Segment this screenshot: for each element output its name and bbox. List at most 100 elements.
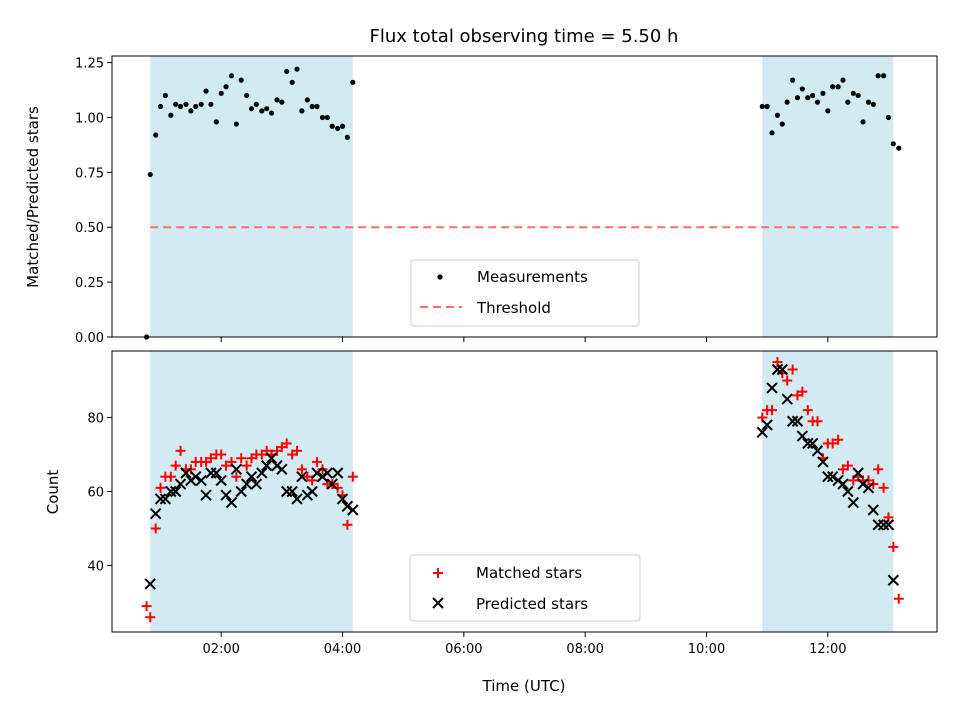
- matched-star-point: [833, 434, 844, 445]
- x-tick-label: 10:00: [688, 642, 725, 657]
- measurement-point: [218, 90, 224, 96]
- predicted-star-point: [336, 493, 349, 505]
- measurement-point: [820, 90, 826, 96]
- measurement-point: [253, 101, 259, 107]
- predicted-star-point: [296, 471, 308, 483]
- x-axis-label: Time (UTC): [482, 677, 566, 695]
- predicted-star-point: [326, 478, 338, 490]
- predicted-star-point: [791, 415, 804, 427]
- predicted-star-point: [220, 489, 232, 501]
- measurement-point: [157, 103, 164, 110]
- measurement-point: [279, 99, 285, 105]
- matched-star-point: [175, 445, 186, 456]
- measurement-point: [183, 101, 189, 107]
- measurement-point: [223, 84, 229, 90]
- measurement-point: [350, 79, 356, 85]
- measurement-point: [264, 106, 270, 112]
- measurement-point: [344, 134, 350, 140]
- predicted-star-point: [250, 478, 263, 490]
- measurement-point: [774, 112, 781, 118]
- measurement-point: [213, 119, 219, 125]
- measurement-point: [790, 77, 796, 83]
- measurement-point: [203, 88, 209, 94]
- matched-star-point: [332, 482, 343, 493]
- predicted-star-point: [826, 471, 839, 483]
- predicted-star-point: [837, 478, 849, 490]
- measurement-point: [314, 103, 320, 110]
- matched-star-point: [312, 456, 323, 467]
- measurement-point: [162, 92, 168, 99]
- predicted-star-point: [756, 426, 769, 439]
- matched-star-point: [165, 471, 176, 482]
- measurement-point: [885, 114, 892, 121]
- matched-star-point: [827, 438, 838, 449]
- predicted-star-point: [811, 445, 824, 457]
- predicted-star-point: [882, 519, 895, 531]
- matched-star-point: [888, 541, 899, 552]
- measurement-point: [248, 106, 255, 112]
- predicted-star-point: [761, 419, 773, 431]
- predicted-star-point: [165, 485, 177, 498]
- predicted-star-point: [786, 415, 799, 427]
- legend-matched-marker: [433, 568, 443, 578]
- measurement-point: [193, 103, 199, 110]
- legend-threshold-label: Threshold: [476, 299, 551, 317]
- predicted-star-point: [331, 467, 344, 479]
- shaded-interval-2: [762, 351, 894, 632]
- measurement-point: [825, 108, 831, 114]
- predicted-star-point: [852, 467, 864, 479]
- bottom-panel: 40 60 80 02:00 04:00 06:00 08:00 10:00 12:00 Ti…: [44, 350, 938, 695]
- predicted-star-point: [802, 437, 814, 450]
- measurement-point: [805, 95, 811, 101]
- predicted-star-point: [847, 496, 859, 509]
- x-tick-label: 12:00: [809, 642, 846, 657]
- matched-star-point: [893, 593, 904, 604]
- predicted-star-point: [195, 474, 207, 487]
- y-tick-label: 40: [87, 559, 104, 574]
- top-legend: Measurements Threshold: [410, 259, 640, 327]
- measurement-point: [794, 95, 801, 101]
- matched-star-point: [281, 438, 292, 449]
- matched-star-point: [231, 471, 242, 482]
- predicted-star-point: [180, 467, 192, 479]
- predicted-star-point: [240, 478, 253, 490]
- measurement-point: [284, 68, 290, 74]
- bottom-legend: Matched stars Predicted stars: [409, 554, 641, 622]
- matched-star-point: [216, 449, 227, 460]
- predicted-star-point: [887, 574, 900, 586]
- legend-matched-label: Matched stars: [476, 564, 582, 582]
- measurement-point: [177, 103, 184, 110]
- bottom-y-axis-label: Count: [44, 470, 62, 515]
- x-tick-label: 04:00: [324, 642, 361, 657]
- measurement-point: [845, 99, 851, 105]
- measurement-point: [173, 101, 179, 107]
- matched-star-point: [155, 482, 166, 493]
- measurement-point: [779, 121, 785, 127]
- measurement-point: [855, 92, 861, 99]
- matched-star-point: [878, 482, 889, 493]
- measurement-point: [865, 99, 872, 105]
- measurement-point: [850, 90, 856, 96]
- measurement-point: [860, 119, 866, 125]
- x-tick-label: 06:00: [445, 642, 482, 657]
- predicted-star-point: [260, 459, 273, 472]
- bottom-y-ticks: 40 60 80: [87, 412, 112, 574]
- predicted-star-point: [776, 363, 789, 376]
- measurement-point: [228, 73, 235, 79]
- matched-star-point: [296, 464, 307, 475]
- legend-measurements-label: Measurements: [477, 268, 588, 286]
- predicted-star-point: [306, 485, 318, 498]
- predicted-star-point: [144, 578, 156, 590]
- measurement-point: [896, 145, 902, 151]
- predicted-star-point: [286, 485, 298, 498]
- measurement-point: [147, 171, 153, 178]
- measurement-point: [244, 92, 250, 99]
- predicted-star-point: [347, 504, 359, 516]
- measurement-point: [208, 101, 214, 107]
- measurement-point: [259, 108, 265, 114]
- predicted-star-point: [341, 500, 354, 512]
- measurement-point: [335, 125, 341, 132]
- legend-measurements-marker: [437, 274, 443, 280]
- matched-star-point: [812, 416, 823, 427]
- predicted-star-point: [230, 463, 243, 476]
